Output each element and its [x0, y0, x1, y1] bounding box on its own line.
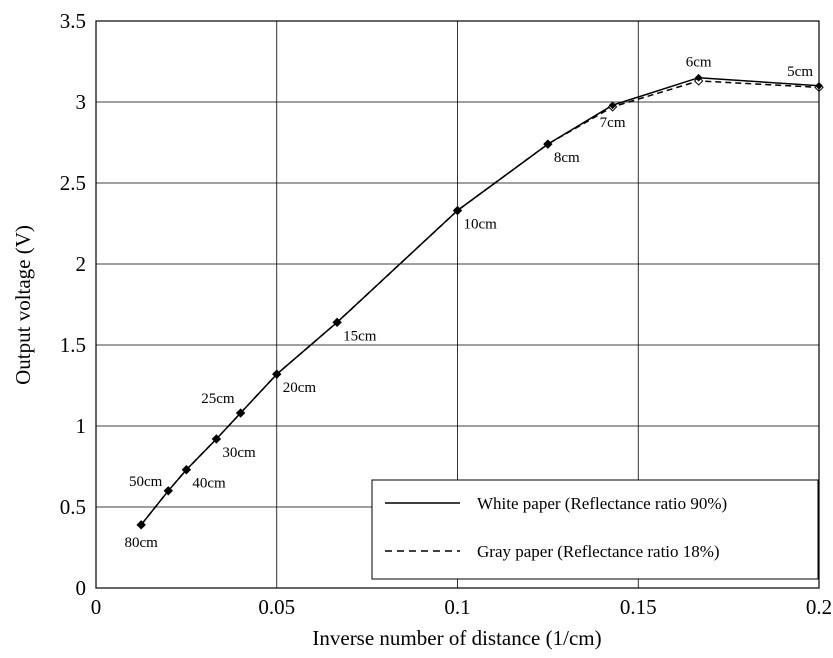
distance-label: 5cm	[787, 64, 813, 80]
distance-label: 30cm	[222, 445, 256, 461]
x-tick-label: 0.15	[620, 595, 657, 619]
y-tick-label: 0	[76, 576, 87, 600]
legend-box	[371, 479, 819, 580]
series-0-marker	[236, 409, 245, 417]
series-0-marker	[453, 206, 462, 215]
distance-label: 7cm	[600, 115, 626, 131]
legend: White paper (Reflectance ratio 90%) Gray…	[371, 479, 819, 580]
distance-label: 10cm	[464, 217, 498, 233]
series-0-marker	[137, 520, 146, 529]
x-axis-label: Inverse number of distance (1/cm)	[312, 626, 601, 650]
legend-label-white: White paper (Reflectance ratio 90%)	[477, 494, 727, 513]
series-0-marker	[694, 73, 703, 82]
distance-label: 6cm	[686, 55, 712, 71]
series-0-marker	[272, 370, 281, 378]
y-tick-label: 1.5	[60, 333, 86, 357]
x-tick-label: 0.2	[806, 595, 832, 619]
series-layer	[136, 73, 824, 530]
series-0-marker	[212, 435, 221, 443]
annotation-layer: 80cm 50cm 40cm 30cm 25cm 20cm 15cm 10cm 8cm 7cm 6c…	[125, 55, 814, 551]
y-tick-label: 1	[76, 414, 87, 438]
series-0-marker	[164, 486, 173, 495]
y-tick-label: 0.5	[60, 495, 86, 519]
distance-label: 15cm	[343, 328, 377, 344]
y-tick-label: 2.5	[60, 171, 86, 195]
tick-layer: 0 0.05 0.1 0.15 0.2 0 0.5 1 1.5 2 2.5 3 3.5	[60, 9, 832, 619]
series-0-marker	[544, 140, 552, 148]
series-0-marker	[333, 318, 341, 327]
distance-label: 50cm	[129, 474, 163, 490]
y-tick-label: 2	[76, 252, 87, 276]
grid	[96, 21, 819, 588]
x-tick-label: 0.1	[444, 595, 470, 619]
distance-label: 8cm	[554, 150, 580, 166]
x-tick-label: 0	[91, 595, 102, 619]
y-tick-label: 3.5	[60, 9, 86, 33]
x-tick-label: 0.05	[258, 595, 295, 619]
distance-label: 20cm	[283, 380, 317, 396]
y-tick-label: 3	[76, 90, 87, 114]
distance-label: 25cm	[201, 391, 235, 407]
series-0-marker	[608, 101, 617, 110]
distance-label: 80cm	[125, 535, 159, 551]
series-0-marker	[182, 465, 191, 474]
series-line-1	[140, 80, 820, 526]
y-axis-label: Output voltage (V)	[11, 225, 35, 385]
plot-frame	[95, 20, 820, 589]
distance-label: 40cm	[192, 476, 226, 492]
legend-label-gray: Gray paper (Reflectance ratio 18%)	[477, 542, 720, 561]
